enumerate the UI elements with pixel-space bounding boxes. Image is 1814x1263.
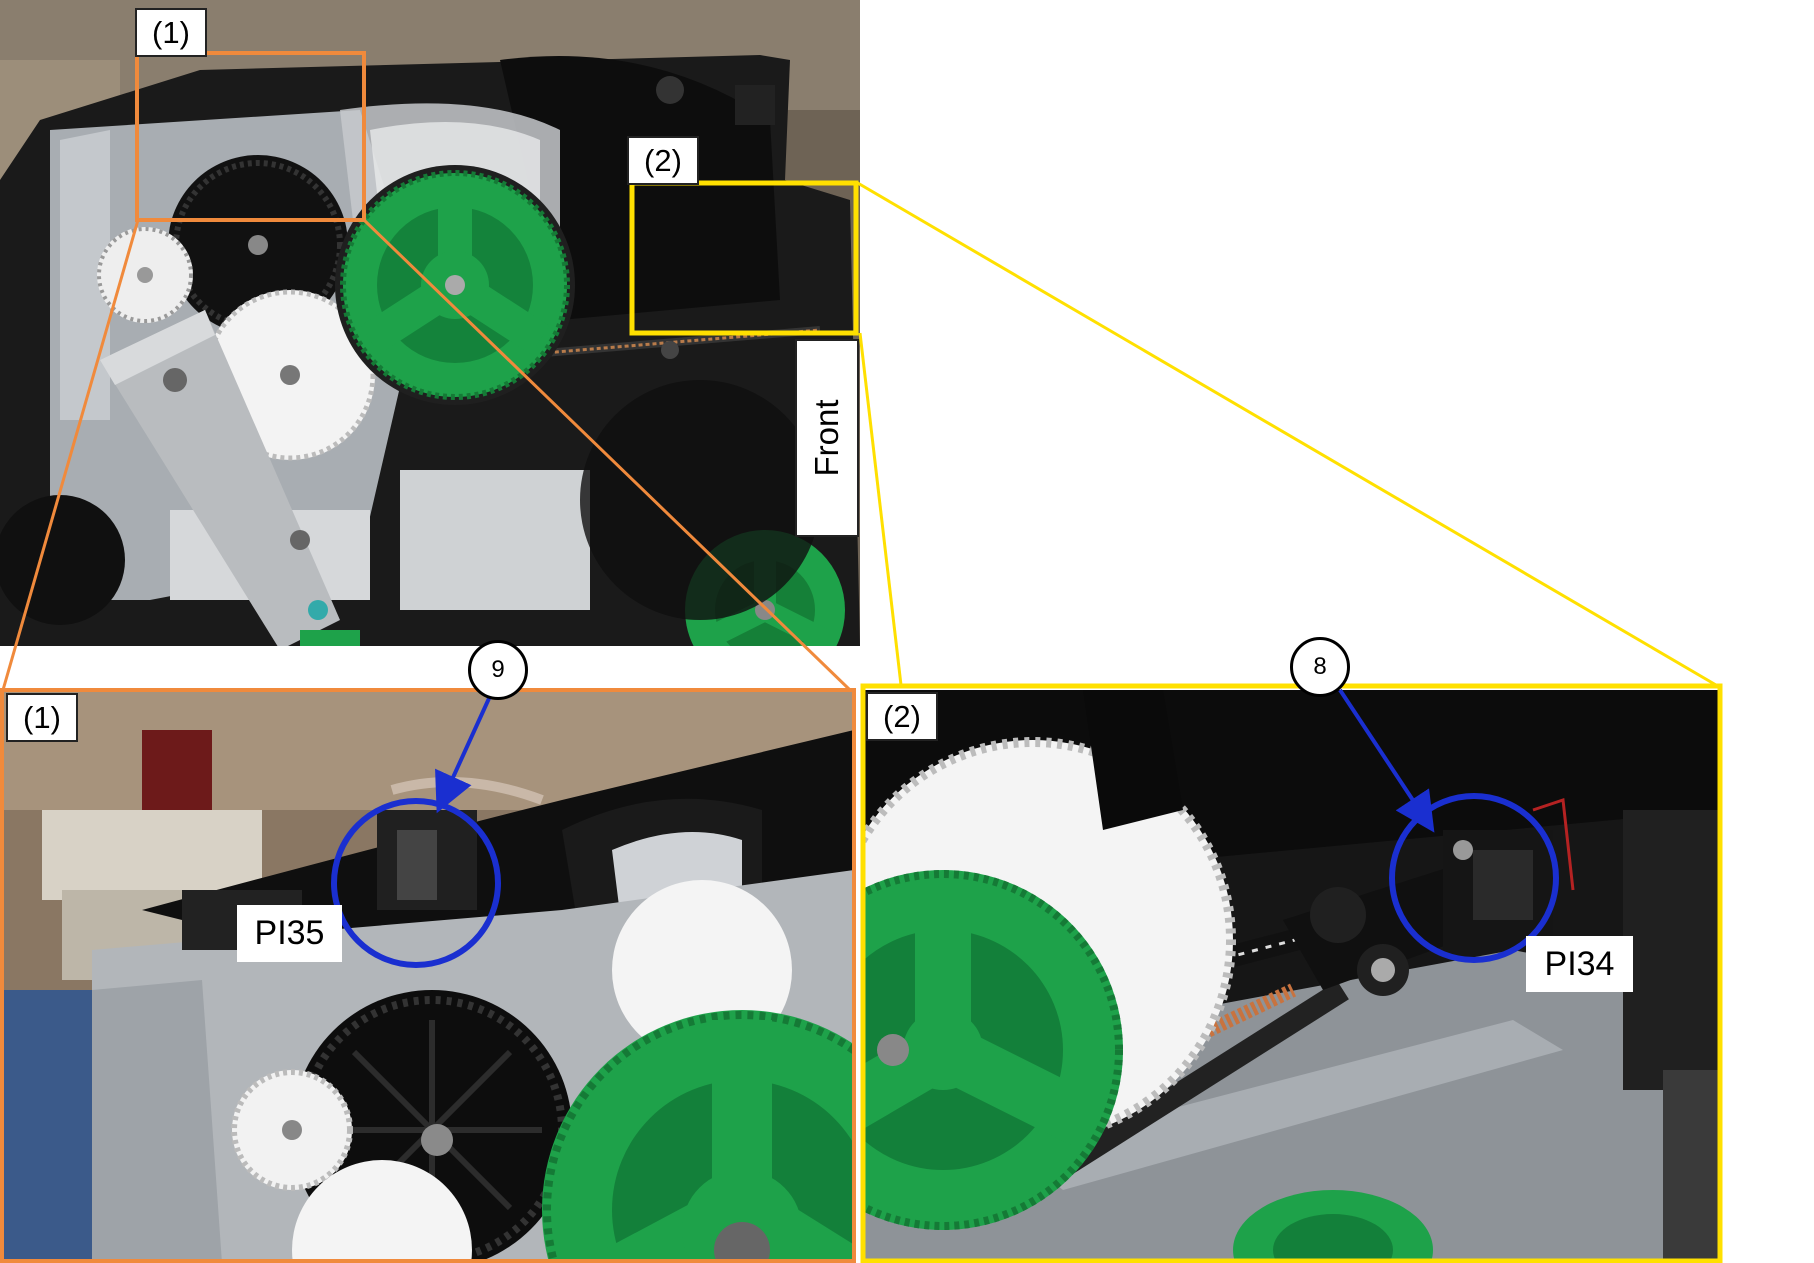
callout-9-text: 9: [491, 656, 505, 683]
yellow-projection-line-left: [858, 332, 903, 686]
sensor-label-pi35: PI35: [237, 905, 342, 962]
callout-8: 8: [1290, 637, 1350, 697]
front-text: Front: [808, 399, 845, 477]
front-direction-label: Front: [795, 339, 859, 537]
zone-1-label-top: (1): [135, 8, 207, 57]
overview-photo: [0, 0, 860, 646]
callout-9: 9: [468, 640, 528, 700]
sensor-label-pi34: PI34: [1526, 936, 1633, 992]
zone-1-label-top-text: (1): [152, 14, 190, 50]
sensor-label-pi35-text: PI35: [254, 914, 325, 952]
zone-2-label-bottom-text: (2): [883, 698, 921, 734]
yellow-projection-line-right: [855, 180, 1717, 687]
zone-2-label-top: (2): [627, 136, 699, 185]
callout-8-text: 8: [1313, 653, 1327, 680]
zone-1-label-bottom-text: (1): [23, 699, 61, 735]
zone-1-label-bottom: (1): [6, 693, 78, 742]
zone-2-label-bottom: (2): [866, 692, 938, 741]
zone-2-label-top-text: (2): [644, 142, 682, 178]
overview-illustration: [0, 0, 860, 646]
detail-1-illustration: [2, 690, 854, 1263]
detail-photo-1: [2, 690, 854, 1263]
sensor-label-pi34-text: PI34: [1544, 944, 1615, 983]
